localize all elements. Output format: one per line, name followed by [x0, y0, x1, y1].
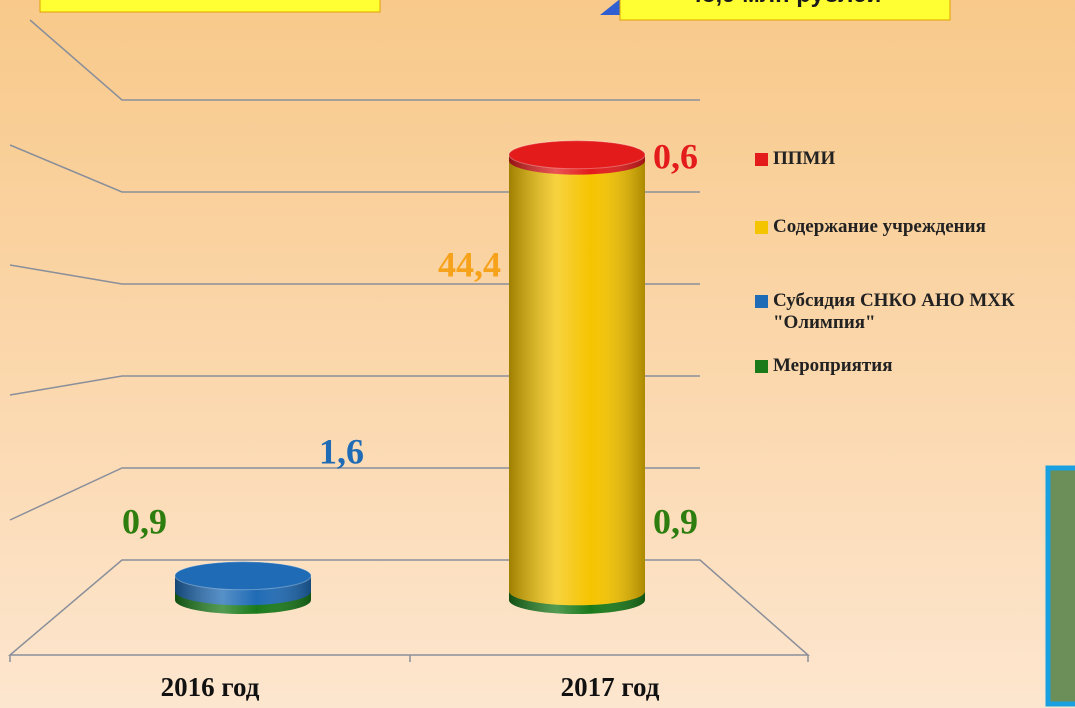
- data-label: 0,6: [653, 136, 698, 176]
- legend-marker: [755, 221, 768, 234]
- legend-label: Содержание учреждения: [773, 216, 986, 237]
- annotation: 45,9 млн рублей: [689, 0, 882, 8]
- data-label: 44,4: [438, 244, 501, 284]
- data-label: 0,9: [653, 501, 698, 541]
- arrow: [600, 0, 625, 15]
- legend-label: ППМИ: [773, 148, 836, 169]
- legend-item: Субсидия СНКО АНО МХК "Олимпия": [755, 290, 1075, 334]
- grid-decoration: [7, 19, 810, 662]
- x-tick-label: 2017 год: [561, 672, 660, 702]
- header-box: [39, 0, 381, 13]
- bar-cap: [508, 140, 646, 170]
- bar-cap: [174, 561, 312, 591]
- photo: [1045, 465, 1075, 707]
- data-label: 1,6: [319, 431, 364, 471]
- legend-label: Мероприятия: [773, 355, 893, 376]
- legend-item: ППМИ: [755, 148, 1075, 170]
- legend-marker: [755, 295, 768, 308]
- legend-marker: [755, 360, 768, 373]
- legend-item: Мероприятия: [755, 355, 1075, 377]
- x-tick-label: 2016 год: [161, 672, 260, 702]
- data-label: 0,9: [122, 501, 167, 541]
- legend-item: Содержание учреждения: [755, 216, 1075, 238]
- header-box: [619, 0, 951, 21]
- legend-marker: [755, 153, 768, 166]
- bar-shade: [509, 146, 645, 606]
- legend-label: Субсидия СНКО АНО МХК "Олимпия": [773, 290, 1015, 333]
